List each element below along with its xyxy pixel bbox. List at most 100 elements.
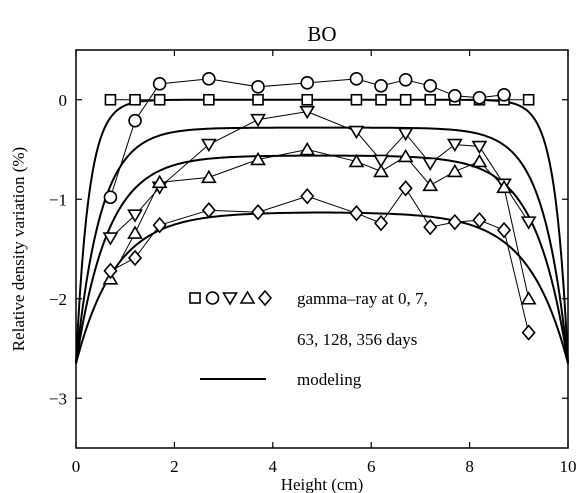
data-point-triangle-down (348, 125, 365, 140)
data-point-circle (448, 88, 462, 103)
series-diamond (103, 180, 536, 341)
data-point-square (153, 93, 166, 106)
data-point-circle (349, 72, 364, 86)
data-point-square (203, 93, 215, 106)
data-point-square (252, 93, 264, 106)
data-point-circle (152, 77, 167, 91)
data-point-diamond (398, 180, 413, 197)
data-point-circle (374, 79, 388, 93)
chart-title: BO (307, 22, 336, 46)
legend-label-line-2: 63, 128, 356 days (297, 330, 417, 349)
x-tick-label: 6 (367, 457, 376, 476)
data-point-triangle-up (446, 163, 463, 178)
legend-diamond-icon (257, 289, 273, 307)
data-point-diamond (127, 249, 143, 267)
data-point-diamond (423, 218, 438, 236)
data-point-square (375, 93, 387, 106)
data-point-circle (128, 113, 142, 128)
data-point-triangle-down (446, 138, 463, 153)
plot-area (75, 49, 569, 449)
data-point-triangle-up (127, 225, 143, 239)
y-tick-label: −1 (49, 190, 67, 209)
legend-circle-icon (205, 291, 220, 305)
x-axis: 0 2 4 6 8 10 (72, 50, 577, 476)
x-tick-label: 2 (170, 457, 179, 476)
data-point-circle (497, 87, 511, 102)
data-point-circle (103, 190, 118, 205)
data-point-triangle-up (299, 141, 316, 156)
data-point-diamond (349, 204, 364, 222)
data-point-triangle-up (520, 291, 537, 305)
data-point-triangle-down (520, 216, 537, 230)
data-point-triangle-down (471, 140, 488, 155)
data-point-triangle-down (250, 113, 266, 128)
data-point-triangle-up (373, 163, 389, 178)
data-point-triangle-down (373, 154, 389, 169)
y-tick-label: −3 (49, 389, 67, 408)
data-point-triangle-up (397, 148, 414, 163)
legend-markers (189, 289, 273, 307)
y-tick-label: −2 (49, 290, 67, 309)
data-point-circle (251, 80, 265, 94)
data-point-diamond (250, 203, 266, 221)
data-point-square (129, 93, 141, 106)
legend: gamma–ray at 0, 7, 63, 128, 356 days mod… (189, 289, 428, 389)
data-point-triangle-up (496, 179, 512, 194)
data-point-diamond (496, 221, 512, 239)
legend-square-icon (189, 292, 201, 304)
data-point-square (522, 93, 535, 106)
data-point-diamond (300, 188, 315, 205)
data-point-diamond (201, 201, 216, 219)
legend-triangle-up-icon (239, 290, 256, 304)
data-point-diamond (152, 216, 167, 234)
data-point-diamond (373, 214, 389, 232)
series-square (104, 93, 535, 106)
data-point-triangle-down (127, 209, 143, 223)
series-triangle-up (102, 141, 537, 305)
data-point-triangle-up (348, 153, 365, 168)
data-point-triangle-down (299, 105, 316, 120)
data-series (102, 72, 537, 341)
series-line (110, 187, 530, 333)
model-curves (75, 98, 569, 364)
data-point-square (104, 93, 117, 106)
series-circle (103, 72, 511, 205)
plot-frame (75, 49, 569, 449)
model-curve (75, 126, 569, 364)
legend-label-line-1: gamma–ray at 0, 7, (297, 289, 428, 308)
legend-modeling-label: modeling (297, 370, 362, 389)
data-point-circle (423, 79, 438, 93)
model-curve (75, 154, 569, 364)
data-point-triangle-up (200, 169, 217, 184)
x-tick-label: 0 (72, 457, 81, 476)
data-point-circle (202, 72, 216, 86)
data-point-diamond (103, 262, 118, 280)
data-point-square (399, 93, 412, 106)
y-tick-label: 0 (59, 91, 68, 110)
data-point-triangle-up (151, 174, 168, 189)
data-point-triangle-down (397, 127, 414, 142)
data-point-diamond (521, 324, 536, 341)
data-point-square (301, 93, 314, 106)
data-point-triangle-down (102, 232, 119, 246)
x-tick-label: 4 (269, 457, 278, 476)
data-point-triangle-down (200, 138, 217, 153)
data-point-circle (398, 73, 413, 87)
data-point-diamond (447, 213, 462, 231)
data-point-square (424, 93, 437, 106)
x-tick-label: 8 (465, 457, 474, 476)
legend-triangle-down-icon (222, 292, 238, 306)
data-point-diamond (472, 211, 487, 229)
x-axis-label: Height (cm) (281, 475, 364, 493)
x-tick-label: 10 (560, 457, 577, 476)
data-point-triangle-up (471, 153, 488, 168)
y-axis-label: Relative density variation (%) (9, 147, 28, 351)
data-point-circle (300, 76, 315, 90)
data-point-triangle-up (422, 177, 439, 192)
data-point-circle (472, 90, 487, 105)
data-point-square (350, 93, 363, 106)
data-point-triangle-down (422, 157, 439, 172)
data-point-triangle-up (250, 151, 266, 166)
y-axis: 0 −1 −2 −3 (49, 91, 568, 408)
